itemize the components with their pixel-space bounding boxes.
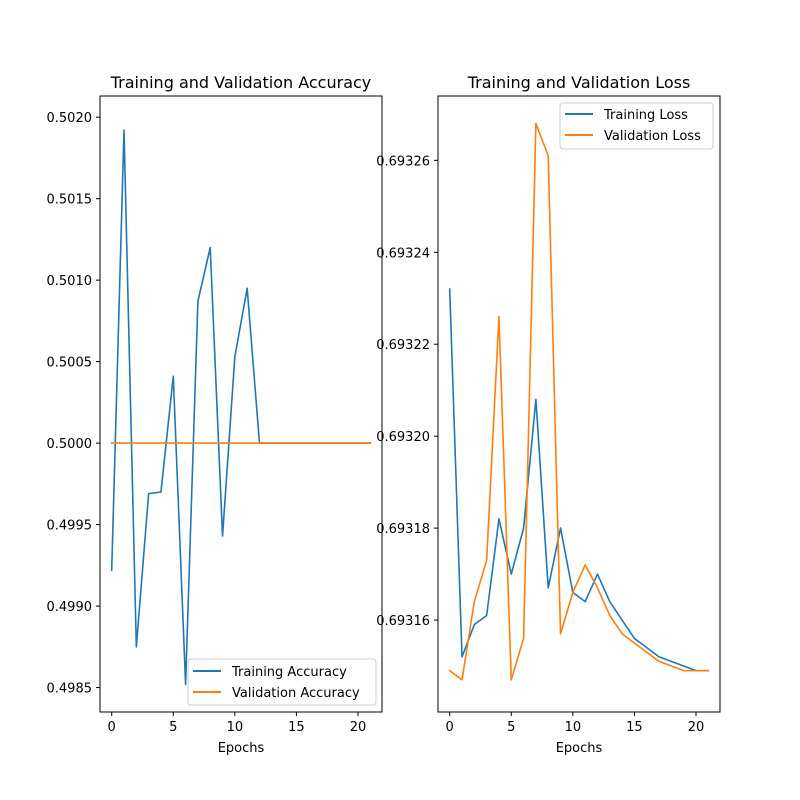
accuracy-y-tick-label: 0.5010 <box>47 274 93 289</box>
loss-y-tick-label: 0.69316 <box>376 614 430 629</box>
loss-x-tick-label: 10 <box>565 720 582 735</box>
accuracy-y-tick-label: 0.4985 <box>47 682 93 697</box>
accuracy-plot-frame <box>99 95 383 713</box>
loss-x-tick-label: 0 <box>446 720 454 735</box>
loss-x-tick-label: 5 <box>507 720 515 735</box>
loss-x-axis-label: Epochs <box>556 741 603 756</box>
loss-x-tick-label: 20 <box>688 720 705 735</box>
loss-legend-box <box>559 102 714 150</box>
loss-ticks: 0 5 10 15 20 0.69316 0.69318 0.69320 0.69322 0.69… <box>376 154 704 735</box>
legend-label-training-accuracy: Training Accuracy <box>231 665 347 680</box>
accuracy-legend: Training Accuracy Validation Accuracy <box>187 658 377 706</box>
accuracy-x-tick-label: 20 <box>350 720 367 735</box>
accuracy-x-tick-label: 10 <box>227 720 244 735</box>
loss-plot-frame <box>437 95 721 713</box>
loss-legend: Training Loss Validation Loss <box>559 102 714 150</box>
loss-lines <box>448 122 710 681</box>
loss-x-tick-label: 15 <box>626 720 643 735</box>
accuracy-ticks: 0 5 10 15 20 0.4985 0.4990 0.4995 0.5000 0.5005 0.… <box>47 111 367 735</box>
accuracy-y-tick-label: 0.5015 <box>47 193 93 208</box>
series-line-validation-loss <box>448 122 710 681</box>
accuracy-y-tick-label: 0.5005 <box>47 356 93 371</box>
accuracy-chart: Training and Validation Accuracy Epochs … <box>47 73 383 756</box>
accuracy-x-tick-label: 5 <box>169 720 177 735</box>
loss-chart-title: Training and Validation Loss <box>467 73 691 92</box>
legend-label-validation-loss: Validation Loss <box>604 129 701 144</box>
accuracy-lines <box>110 129 372 686</box>
accuracy-y-tick-label: 0.5020 <box>47 111 93 126</box>
loss-y-tick-label: 0.69326 <box>376 154 430 169</box>
accuracy-y-tick-label: 0.5000 <box>47 437 93 452</box>
accuracy-y-tick-label: 0.4995 <box>47 519 93 534</box>
loss-y-tick-label: 0.69320 <box>376 430 430 445</box>
loss-y-tick-label: 0.69324 <box>376 246 430 261</box>
accuracy-y-tick-label: 0.4990 <box>47 600 93 615</box>
loss-y-tick-label: 0.69318 <box>376 522 430 537</box>
accuracy-x-tick-label: 15 <box>288 720 305 735</box>
legend-label-training-loss: Training Loss <box>603 108 688 123</box>
accuracy-x-axis-label: Epochs <box>218 741 265 756</box>
loss-y-tick-label: 0.69322 <box>376 338 430 353</box>
series-line-training-loss <box>448 288 710 672</box>
legend-label-validation-accuracy: Validation Accuracy <box>232 686 360 701</box>
loss-chart: Training and Validation Loss Epochs 0 5 10… <box>376 73 721 756</box>
accuracy-chart-title: Training and Validation Accuracy <box>110 73 372 92</box>
accuracy-legend-box <box>187 658 377 706</box>
accuracy-x-tick-label: 0 <box>108 720 116 735</box>
